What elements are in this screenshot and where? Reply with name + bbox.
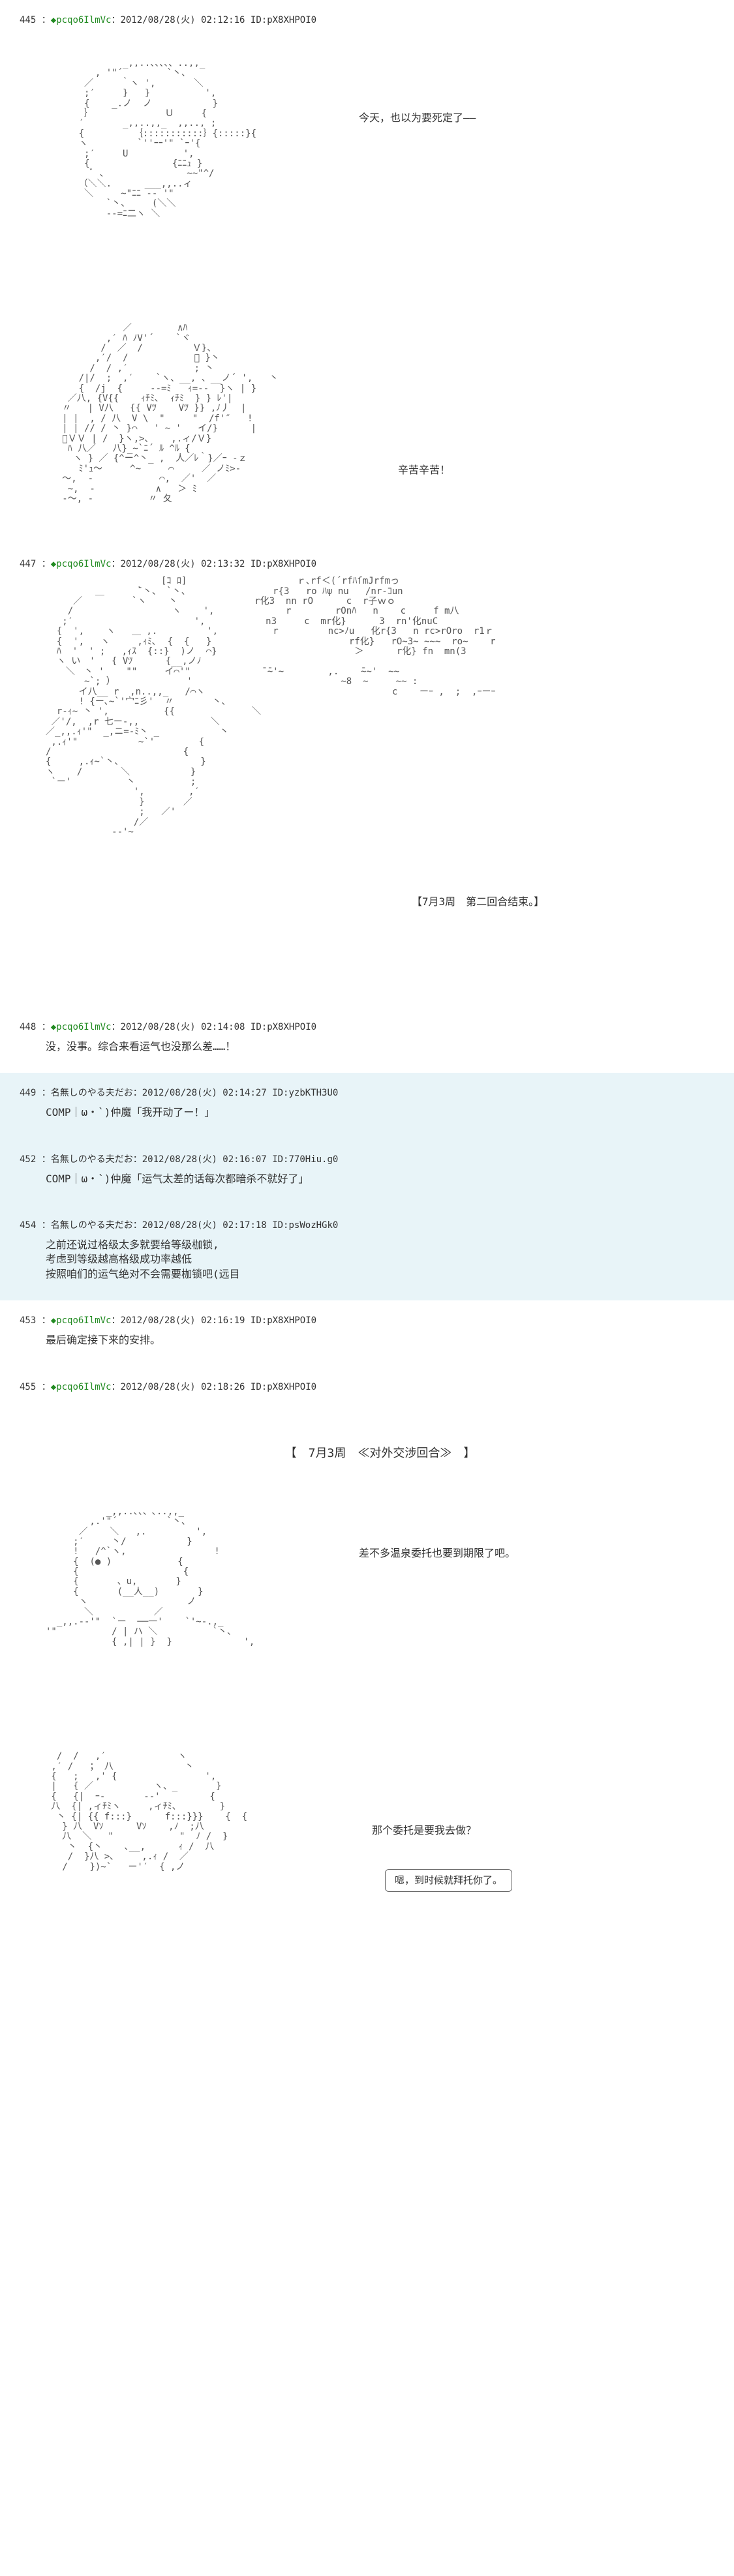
post-number: 452 [20,1154,36,1165]
tripcode: ◆pcqo6IlmVc [51,1315,112,1326]
post-header: 448 ：◆pcqo6IlmVc：2012/08/28(火) 02:14:08 … [20,1020,714,1033]
post-id: ID:pX8XHPOI0 [251,1315,316,1326]
post-453: 453 ：◆pcqo6IlmVc：2012/08/28(火) 02:16:19 … [0,1300,734,1366]
dialogue-text: 今天，也以为要死定了—— [359,111,476,125]
post-number: 454 [20,1220,36,1231]
dialogue-text: 差不多温泉委托也要到期限了吧。 [359,1546,515,1561]
post-date: 2012/08/28(火) 02:18:26 [120,1382,245,1392]
post-number: 447 [20,559,36,569]
tripcode: ◆pcqo6IlmVc [51,559,112,569]
post-number: 449 [20,1088,36,1098]
post-body: 最后确定接下来的安排。 [46,1333,714,1347]
post-447: 447 ：◆pcqo6IlmVc：2012/08/28(火) 02:13:32 … [0,544,734,1007]
post-454: 454 ：名無しのやる夫だお：2012/08/28(火) 02:17:18 ID… [0,1205,734,1300]
post-body: _,,..、、、、、..,,_ , '"´ `丶、 ／ ｀ヽ ', ＼ ;′ }… [46,33,714,530]
dialog-box-wrap: 嗯，到时候就拜托你了。 [385,1863,512,1892]
post-header: 449 ：名無しのやる夫だお：2012/08/28(火) 02:14:27 ID… [20,1086,714,1099]
ascii-art: [ｺ ﾛ] ｒ､rf＜(´rfﾊſmJrfmっ ＿ ̄`丶、 `丶、 r{3 r… [46,577,714,837]
poster-name: 名無しのやる夫だお [51,1220,133,1231]
poster-name: 名無しのやる夫だお [51,1154,133,1165]
post-text: COMP｜ω・`)仲魔「我开动了ー！」 [46,1105,714,1120]
post-id: ID:770Hiu.g0 [272,1154,338,1165]
post-date: 2012/08/28(火) 02:14:27 [142,1088,267,1098]
post-number: 448 [20,1022,36,1032]
post-449: 449 ：名無しのやる夫だお：2012/08/28(火) 02:14:27 ID… [0,1073,734,1139]
post-text: 之前还说过格级太多就要给等级枷锁, 考虑到等级越高格级成功率越低 按照咱们的运气… [46,1238,714,1281]
round-end-text: 【7月3周 第二回合结束。】 [241,895,714,909]
post-448: 448 ：◆pcqo6IlmVc：2012/08/28(火) 02:14:08 … [0,1007,734,1073]
post-date: 2012/08/28(火) 02:16:07 [142,1154,267,1165]
post-body: COMP｜ω・`)仲魔「我开动了ー！」 [46,1105,714,1120]
post-text: 最后确定接下来的安排。 [46,1333,714,1347]
post-header: 455 ：◆pcqo6IlmVc：2012/08/28(火) 02:18:26 … [20,1380,714,1393]
post-id: ID:pX8XHPOI0 [251,15,316,25]
tripcode: ◆pcqo6IlmVc [51,15,112,25]
dialog-box: 嗯，到时候就拜托你了。 [385,1869,512,1892]
dialogue-text: 辛苦辛苦！ [398,463,450,477]
post-455: 455 ：◆pcqo6IlmVc：2012/08/28(火) 02:18:26 … [0,1367,734,1912]
post-445: 445 ：◆pcqo6IlmVc：2012/08/28(火) 02:12:16 … [0,0,734,544]
post-date: 2012/08/28(火) 02:17:18 [142,1220,267,1231]
post-date: 2012/08/28(火) 02:12:16 [120,15,245,25]
post-number: 455 [20,1382,36,1392]
post-header: 453 ：◆pcqo6IlmVc：2012/08/28(火) 02:16:19 … [20,1313,714,1326]
post-body: [ｺ ﾛ] ｒ､rf＜(´rfﾊſmJrfmっ ＿ ̄`丶、 `丶、 r{3 r… [46,577,714,993]
tripcode: ◆pcqo6IlmVc [51,1382,112,1392]
ascii-art: _,,..、、、、、..,,_ , '"´ `丶、 ／ ｀ヽ ', ＼ ;′ }… [46,59,714,219]
post-body: 之前还说过格级太多就要给等级枷锁, 考虑到等级越高格级成功率越低 按照咱们的运气… [46,1238,714,1281]
post-date: 2012/08/28(火) 02:13:32 [120,559,245,569]
post-header: 452 ：名無しのやる夫だお：2012/08/28(火) 02:16:07 ID… [20,1152,714,1165]
post-number: 453 [20,1315,36,1326]
post-date: 2012/08/28(火) 02:14:08 [120,1022,245,1032]
post-id: ID:psWozHGk0 [272,1220,338,1231]
dialogue-text: 那个委托是要我去做？ [372,1823,476,1838]
post-id: ID:yzbKTH3U0 [272,1088,338,1098]
post-header: 454 ：名無しのやる夫だお：2012/08/28(火) 02:17:18 ID… [20,1218,714,1231]
ascii-art: _,,..､、、､..,,_ ,.'"´ `丶、 ／ ＼ ,. ', ;′ 丶/… [46,1507,714,1647]
post-number: 445 [20,15,36,25]
post-id: ID:pX8XHPOI0 [251,1022,316,1032]
tripcode: ◆pcqo6IlmVc [51,1022,112,1032]
ascii-art: / / ,′ ヽ ,′ / ； 八 丶 { ; ,' { ', | { ／ ヽ、… [46,1752,714,1872]
post-text: 没，没事。综合来看运气也没那么差……！ [46,1040,714,1054]
post-id: ID:pX8XHPOI0 [251,1382,316,1392]
post-header: 445 ：◆pcqo6IlmVc：2012/08/28(火) 02:12:16 … [20,13,714,26]
poster-name: 名無しのやる夫だお [51,1088,133,1098]
post-date: 2012/08/28(火) 02:16:19 [120,1315,245,1326]
post-body: 【 7月3周 ≪对外交涉回合≫ 】 _,,..､、、､..,,_ ,.'"´ `… [46,1400,714,1898]
post-id: ID:pX8XHPOI0 [251,559,316,569]
section-title: 【 7月3周 ≪对外交涉回合≫ 】 [46,1445,714,1461]
post-body: COMP｜ω・`)仲魔「运气太差的话每次都暗杀不就好了」 [46,1172,714,1186]
ascii-art: ／ ∧ﾊ ,′ ﾊ ﾉV'´ `ヾ / ／ / Ｖ}、 ,′/ / ﾞ }丶 /… [46,323,714,504]
post-text: COMP｜ω・`)仲魔「运气太差的话每次都暗杀不就好了」 [46,1172,714,1186]
post-452: 452 ：名無しのやる夫だお：2012/08/28(火) 02:16:07 ID… [0,1139,734,1205]
post-body: 没，没事。综合来看运气也没那么差……！ [46,1040,714,1054]
post-header: 447 ：◆pcqo6IlmVc：2012/08/28(火) 02:13:32 … [20,557,714,570]
